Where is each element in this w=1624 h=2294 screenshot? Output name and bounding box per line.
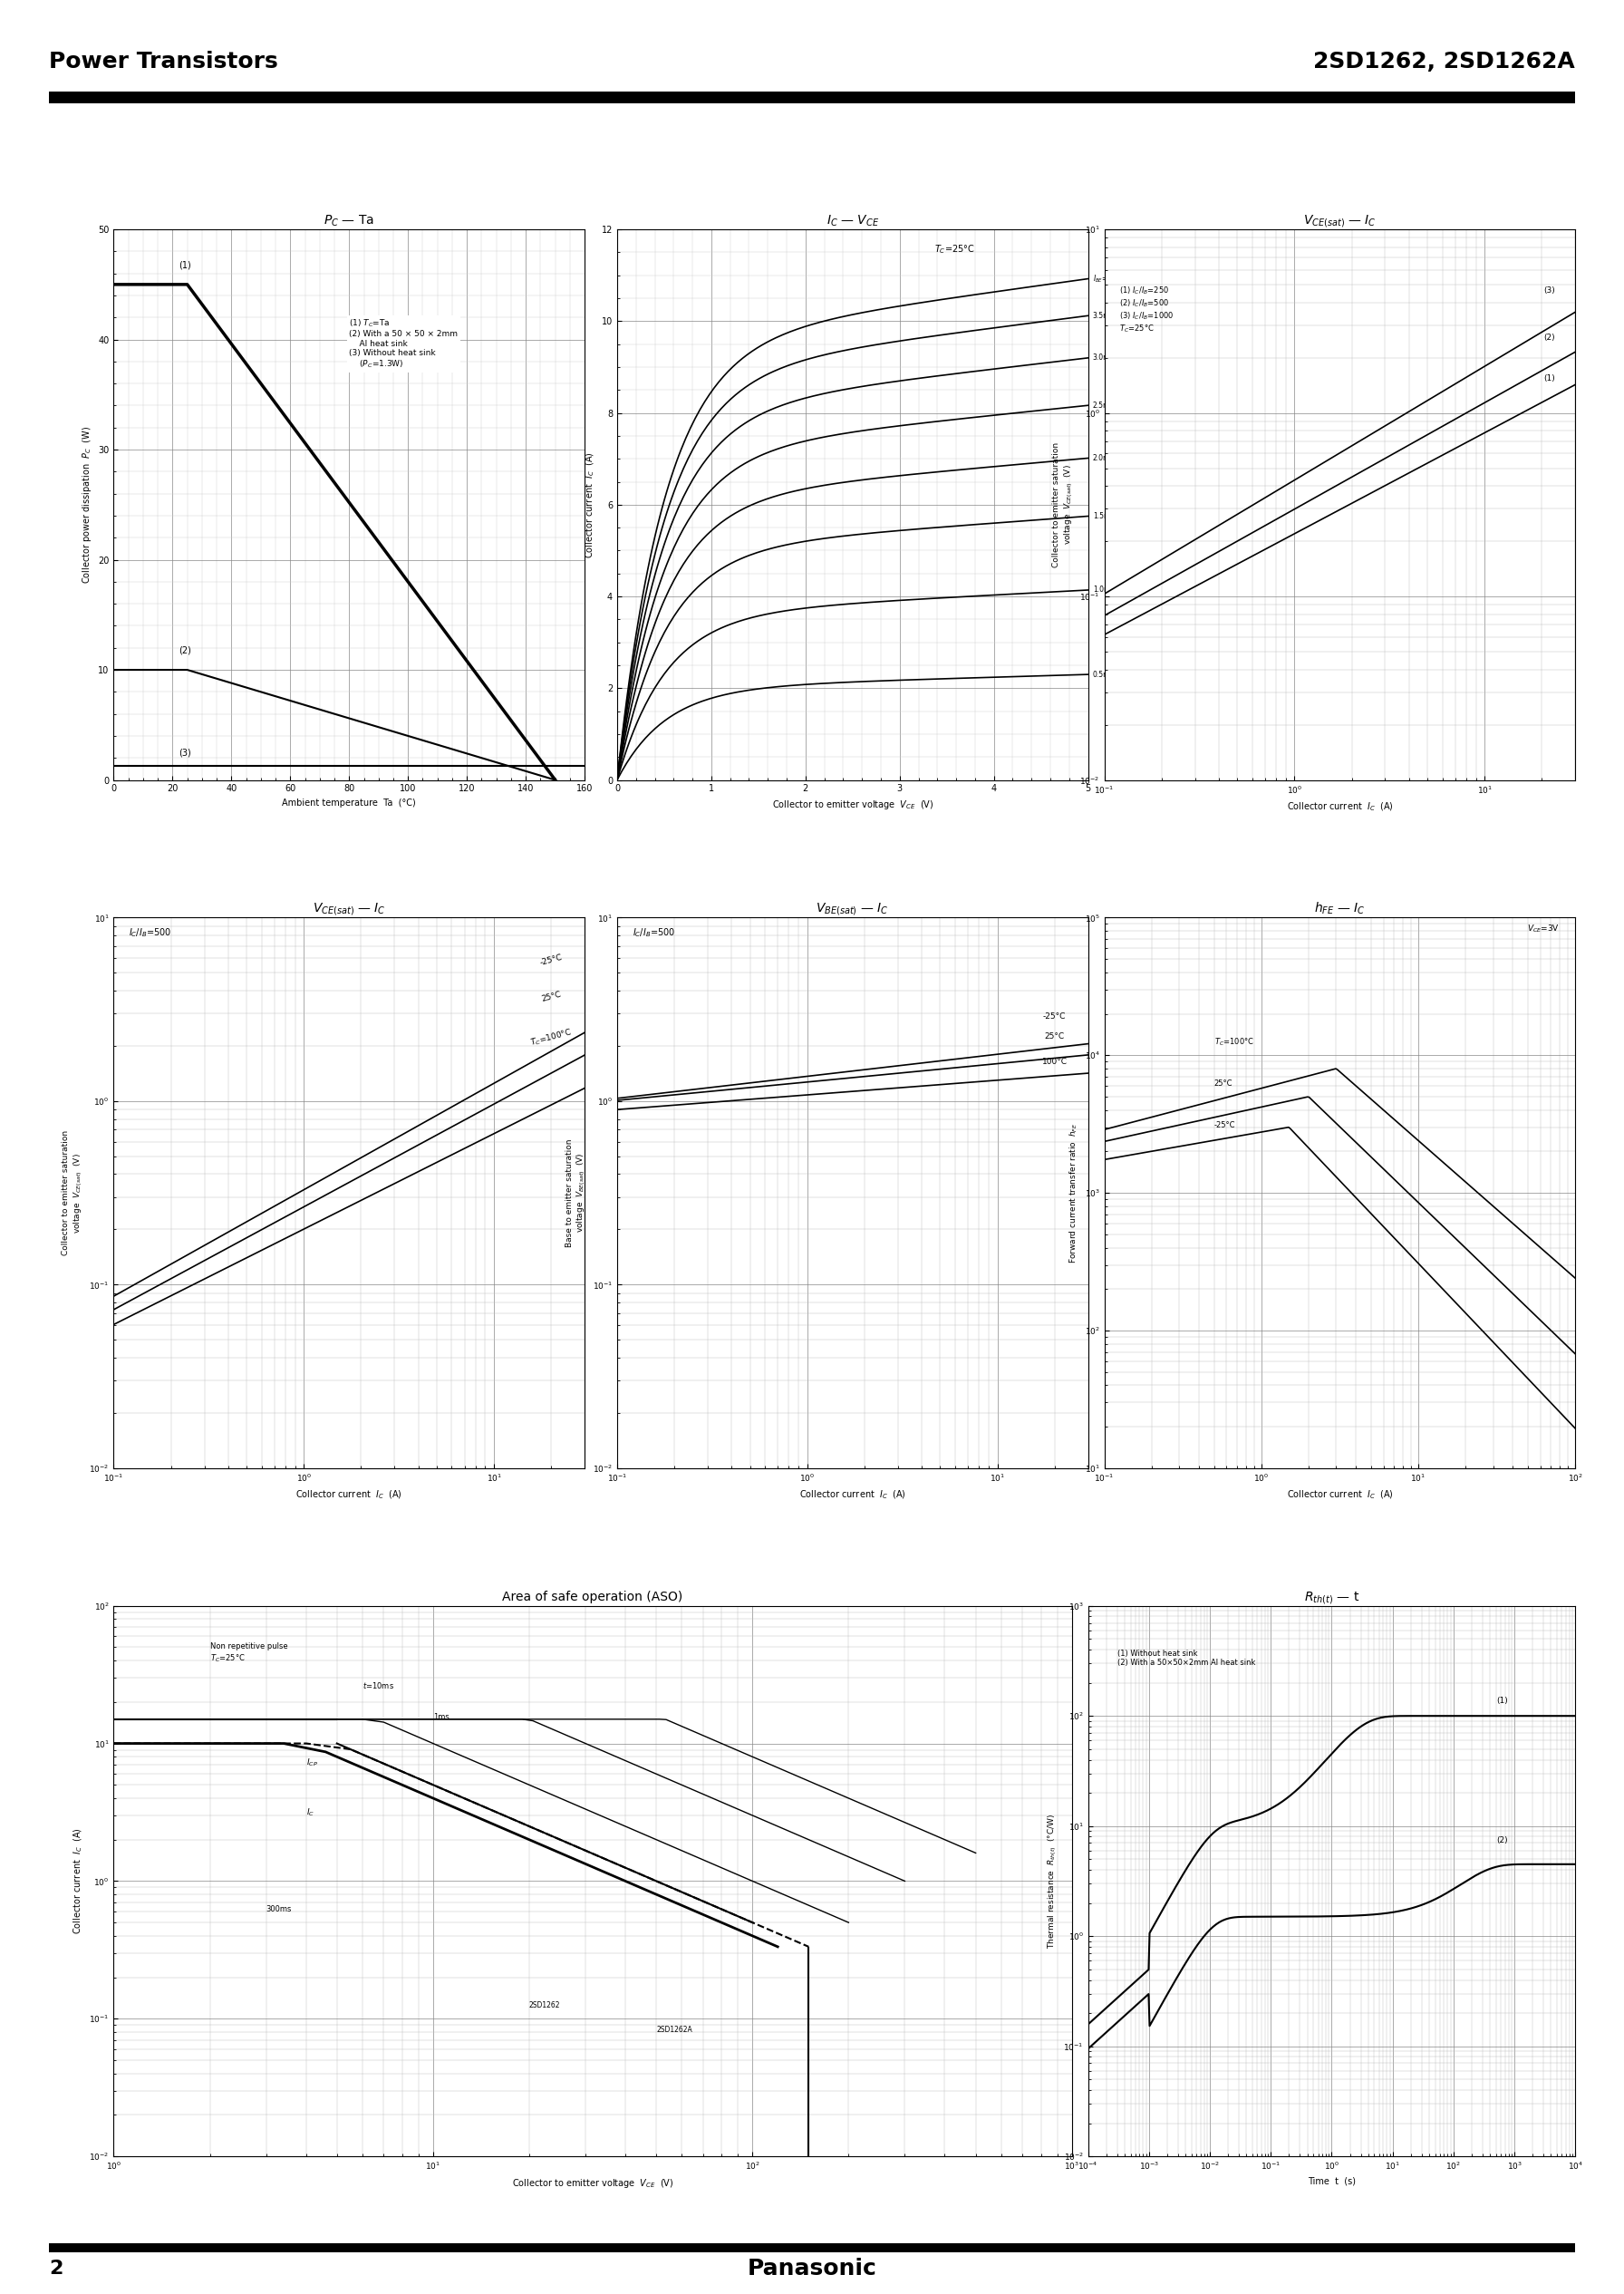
Text: $T_C$=100°C: $T_C$=100°C xyxy=(529,1028,573,1048)
Text: $I_C$/$I_B$=500: $I_C$/$I_B$=500 xyxy=(632,927,676,938)
Title: $h_{FE}$ — $I_C$: $h_{FE}$ — $I_C$ xyxy=(1314,902,1366,918)
Text: $t$=10ms: $t$=10ms xyxy=(362,1682,395,1691)
Y-axis label: Collector current  $I_C$  (A): Collector current $I_C$ (A) xyxy=(71,1828,84,1934)
Text: (3): (3) xyxy=(1544,287,1556,296)
Text: (1) $T_C$=Ta
(2) With a 50 × 50 × 2mm
    Al heat sink
(3) Without heat sink
   : (1) $T_C$=Ta (2) With a 50 × 50 × 2mm Al… xyxy=(349,317,458,369)
Text: (1) $I_C$/$I_B$=250
(2) $I_C$/$I_B$=500
(3) $I_C$/$I_B$=1000
$T_C$=25°C: (1) $I_C$/$I_B$=250 (2) $I_C$/$I_B$=500 … xyxy=(1119,284,1174,335)
Text: 1.0mA: 1.0mA xyxy=(1093,585,1116,594)
Y-axis label: Base to emitter saturation
voltage  $V_{BE(sat)}$  (V): Base to emitter saturation voltage $V_{B… xyxy=(565,1138,588,1248)
Text: 2.5mA: 2.5mA xyxy=(1093,401,1116,408)
X-axis label: Time  t  (s): Time t (s) xyxy=(1307,2177,1356,2186)
Text: (2): (2) xyxy=(1496,1837,1507,1844)
Text: 300ms: 300ms xyxy=(266,1906,292,1913)
Text: 2SD1262A: 2SD1262A xyxy=(656,2026,692,2035)
Text: $V_{CE}$=3V: $V_{CE}$=3V xyxy=(1528,922,1561,934)
Text: 2SD1262, 2SD1262A: 2SD1262, 2SD1262A xyxy=(1314,50,1575,73)
Text: -25°C: -25°C xyxy=(1215,1122,1236,1129)
Text: $T_C$=25°C: $T_C$=25°C xyxy=(934,243,974,257)
Text: 25°C: 25°C xyxy=(1044,1032,1065,1039)
Title: $P_C$ — Ta: $P_C$ — Ta xyxy=(323,213,375,229)
Title: $V_{BE(sat)}$ — $I_C$: $V_{BE(sat)}$ — $I_C$ xyxy=(815,902,890,918)
Text: $I_{BE}$=4.0mA: $I_{BE}$=4.0mA xyxy=(1093,273,1132,284)
Y-axis label: Collector current  $I_C$  (A): Collector current $I_C$ (A) xyxy=(585,452,596,557)
Text: (1) Without heat sink
(2) With a 50×50×2mm Al heat sink: (1) Without heat sink (2) With a 50×50×2… xyxy=(1117,1649,1255,1668)
Text: 3.0mA: 3.0mA xyxy=(1093,353,1116,362)
Text: 1ms: 1ms xyxy=(434,1714,450,1720)
Text: (1): (1) xyxy=(179,262,192,271)
Y-axis label: Collector power dissipation  $P_C$  (W): Collector power dissipation $P_C$ (W) xyxy=(80,427,93,583)
X-axis label: Ambient temperature  Ta  (°C): Ambient temperature Ta (°C) xyxy=(283,798,416,807)
Y-axis label: Forward current transfer ratio  $h_{FE}$: Forward current transfer ratio $h_{FE}$ xyxy=(1069,1122,1080,1264)
Text: (1): (1) xyxy=(1496,1698,1507,1704)
Y-axis label: Thermal resistance  $R_{th(t)}$  (°C/W): Thermal resistance $R_{th(t)}$ (°C/W) xyxy=(1046,1815,1059,1948)
Text: 25°C: 25°C xyxy=(1215,1080,1233,1087)
Text: Panasonic: Panasonic xyxy=(747,2257,877,2280)
X-axis label: Collector current  $I_C$  (A): Collector current $I_C$ (A) xyxy=(799,1489,906,1500)
Text: (1): (1) xyxy=(1544,374,1556,383)
Title: $R_{th(t)}$ — t: $R_{th(t)}$ — t xyxy=(1304,1590,1359,1606)
Text: 2SD1262: 2SD1262 xyxy=(529,2000,560,2010)
Text: 1.5mA: 1.5mA xyxy=(1093,512,1116,521)
X-axis label: Collector current  $I_C$  (A): Collector current $I_C$ (A) xyxy=(296,1489,403,1500)
X-axis label: Collector current  $I_C$  (A): Collector current $I_C$ (A) xyxy=(1286,801,1393,812)
Text: Non repetitive pulse
$T_C$=25°C: Non repetitive pulse $T_C$=25°C xyxy=(209,1643,287,1663)
Title: Area of safe operation (ASO): Area of safe operation (ASO) xyxy=(502,1590,684,1604)
Text: $I_{CP}$: $I_{CP}$ xyxy=(305,1757,318,1769)
X-axis label: Collector current  $I_C$  (A): Collector current $I_C$ (A) xyxy=(1286,1489,1393,1500)
Text: 100°C: 100°C xyxy=(1043,1058,1067,1064)
Y-axis label: Collector to emitter saturation
voltage  $V_{CE(sat)}$  (V): Collector to emitter saturation voltage … xyxy=(1052,443,1075,567)
Title: $I_C$ — $V_{CE}$: $I_C$ — $V_{CE}$ xyxy=(827,213,879,229)
Text: -25°C: -25°C xyxy=(1043,1012,1065,1021)
Title: $V_{CE(sat)}$ — $I_C$: $V_{CE(sat)}$ — $I_C$ xyxy=(1302,213,1377,229)
Text: $I_C$: $I_C$ xyxy=(305,1808,313,1819)
Text: 2: 2 xyxy=(49,2260,63,2278)
Text: 3.5mA: 3.5mA xyxy=(1093,312,1116,319)
Text: (2): (2) xyxy=(179,647,192,656)
Text: $T_C$=100°C: $T_C$=100°C xyxy=(1215,1037,1254,1048)
Text: -25°C: -25°C xyxy=(539,954,564,968)
Y-axis label: Collector to emitter saturation
voltage  $V_{CE(sat)}$  (V): Collector to emitter saturation voltage … xyxy=(62,1131,84,1255)
Text: (2): (2) xyxy=(1544,333,1556,342)
Text: Power Transistors: Power Transistors xyxy=(49,50,278,73)
X-axis label: Collector to emitter voltage  $V_{CE}$  (V): Collector to emitter voltage $V_{CE}$ (V… xyxy=(512,2177,674,2191)
X-axis label: Collector to emitter voltage  $V_{CE}$  (V): Collector to emitter voltage $V_{CE}$ (V… xyxy=(771,798,934,812)
Text: 2.0mA: 2.0mA xyxy=(1093,454,1116,461)
Text: $I_C$/$I_B$=500: $I_C$/$I_B$=500 xyxy=(128,927,172,938)
Text: (3): (3) xyxy=(179,748,192,757)
Text: 0.5mA: 0.5mA xyxy=(1093,670,1116,679)
Title: $V_{CE(sat)}$ — $I_C$: $V_{CE(sat)}$ — $I_C$ xyxy=(312,902,387,918)
Text: 25°C: 25°C xyxy=(541,991,562,1002)
